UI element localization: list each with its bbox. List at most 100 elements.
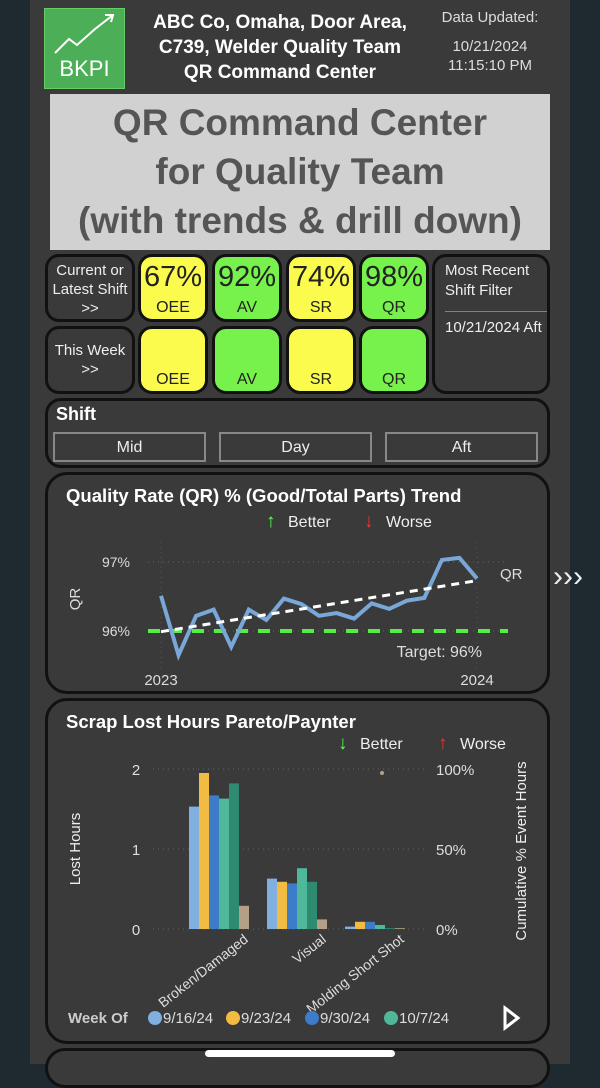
current-shift-label: Current or Latest Shift >> bbox=[45, 254, 135, 322]
bar bbox=[277, 881, 287, 929]
qr-trend-chart: ↑ Better ↓ Worse 97% 96% QR QR Target: 96% 2023 20… bbox=[67, 511, 523, 689]
shift-title: Shift bbox=[56, 404, 96, 424]
y2-axis-label: Cumulative % Event Hours bbox=[513, 761, 530, 940]
bar bbox=[317, 919, 327, 929]
bar bbox=[307, 881, 317, 929]
kpi-tile-oee[interactable]: OEE bbox=[138, 326, 208, 394]
kpi-label: QR bbox=[382, 299, 406, 316]
better-arrow-icon: ↑ bbox=[266, 511, 276, 532]
title-line: QR Command Center bbox=[183, 62, 377, 83]
bar bbox=[267, 878, 277, 929]
logo-text: BKPI bbox=[59, 56, 110, 81]
updated-time: 11:15:10 PM bbox=[448, 57, 532, 74]
legend-swatch bbox=[384, 1011, 398, 1025]
qr-trend-card[interactable]: Quality Rate (QR) % (Good/Total Parts) T… bbox=[45, 472, 550, 694]
overlay-line: (with trends & drill down) bbox=[78, 200, 522, 241]
overlay-banner: QR Command Center for Quality Team (with… bbox=[50, 94, 550, 250]
cumulative-point bbox=[380, 771, 384, 775]
this-week-label: This Week >> bbox=[45, 326, 135, 394]
y-tick-label: 0 bbox=[132, 922, 140, 939]
y-axis-label: QR bbox=[67, 588, 84, 611]
shift-day-button[interactable]: Day bbox=[219, 432, 372, 462]
kpi-tile-qr[interactable]: QR bbox=[359, 326, 429, 394]
category-label: Broken/Damaged bbox=[155, 931, 251, 1011]
qr-series-line bbox=[159, 555, 479, 661]
kpi-tile-av[interactable]: 92% AV bbox=[212, 254, 282, 322]
kpi-tile-av[interactable]: AV bbox=[212, 326, 282, 394]
kpi-tile-sr[interactable]: 74% SR bbox=[286, 254, 356, 322]
bar bbox=[287, 883, 297, 929]
updated-label: Data Updated: bbox=[441, 9, 539, 26]
bar bbox=[395, 928, 405, 929]
overlay-line: QR Command Center bbox=[112, 102, 488, 143]
kpi-value: 92% bbox=[217, 261, 277, 293]
legend-swatch bbox=[148, 1011, 162, 1025]
scrap-chart-title: Scrap Lost Hours Pareto/Paynter bbox=[66, 711, 356, 732]
legend-better: Better bbox=[288, 514, 331, 531]
y2-tick-label: 100% bbox=[436, 762, 474, 779]
trend-line bbox=[160, 579, 478, 634]
y2-tick-label: 50% bbox=[436, 842, 466, 859]
bar bbox=[375, 925, 385, 929]
shift-filter-card[interactable]: Most Recent Shift Filter 10/21/2024 Aft bbox=[432, 254, 550, 394]
legend-item: 10/7/24 bbox=[399, 1010, 449, 1027]
bar bbox=[209, 795, 219, 929]
shift-aft-button[interactable]: Aft bbox=[385, 432, 538, 462]
data-updated: Data Updated: 10/21/2024 11:15:10 PM bbox=[432, 8, 548, 75]
legend-next-arrow-icon[interactable] bbox=[503, 1004, 521, 1032]
bar bbox=[365, 921, 375, 929]
legend-item: 9/23/24 bbox=[241, 1010, 291, 1027]
y-tick-label: 97% bbox=[102, 554, 130, 570]
title-line: ABC Co, Omaha, Door Area, bbox=[153, 12, 407, 33]
kpi-value: 67% bbox=[143, 261, 203, 293]
legend-item: 9/16/24 bbox=[163, 1010, 213, 1027]
home-indicator[interactable] bbox=[205, 1050, 395, 1057]
bar bbox=[385, 928, 395, 929]
kpi-label: OEE bbox=[156, 299, 190, 316]
legend-better: Better bbox=[360, 736, 403, 753]
legend-swatch bbox=[226, 1011, 240, 1025]
series-label: QR bbox=[500, 566, 523, 583]
shift-filter-value[interactable]: 10/21/2024 Aft bbox=[445, 311, 547, 338]
bar bbox=[189, 806, 199, 929]
bkpi-logo: BKPI bbox=[44, 8, 125, 89]
worse-arrow-icon: ↑ bbox=[438, 733, 448, 754]
kpi-tile-oee[interactable]: 67% OEE bbox=[138, 254, 208, 322]
kpi-label: AV bbox=[236, 371, 258, 388]
kpi-label: OEE bbox=[156, 371, 190, 388]
kpi-label: SR bbox=[309, 371, 333, 388]
y-tick-label: 96% bbox=[102, 623, 130, 639]
x-tick-label: 2024 bbox=[460, 672, 493, 689]
kpi-tile-qr[interactable]: 98% QR bbox=[359, 254, 429, 322]
y-tick-label: 2 bbox=[132, 762, 140, 779]
y2-tick-label: 0% bbox=[436, 922, 458, 939]
qr-chart-title: Quality Rate (QR) % (Good/Total Parts) T… bbox=[66, 485, 462, 506]
title-line: C739, Welder Quality Team bbox=[158, 37, 402, 58]
kpi-value: 98% bbox=[364, 261, 424, 293]
bar bbox=[297, 868, 307, 929]
legend-worse: Worse bbox=[386, 514, 432, 531]
bar bbox=[229, 783, 239, 929]
shift-mid-button[interactable]: Mid bbox=[53, 432, 206, 462]
bar bbox=[355, 921, 365, 929]
scrap-pareto-chart: ↓ Better ↑ Worse 0 0% 1 50% 2 100% Lost Hours Cumul… bbox=[67, 733, 530, 1032]
page-title: ABC Co, Omaha, Door Area, C739, Welder Q… bbox=[130, 10, 430, 85]
next-page-chevrons-icon[interactable]: ››› bbox=[553, 560, 583, 593]
overlay-line: for Quality Team bbox=[155, 151, 445, 192]
updated-date: 10/21/2024 bbox=[452, 38, 528, 55]
y-tick-label: 1 bbox=[132, 842, 140, 859]
better-arrow-icon: ↓ bbox=[338, 733, 348, 754]
kpi-label: AV bbox=[236, 299, 258, 316]
scrap-pareto-card[interactable]: Scrap Lost Hours Pareto/Paynter ↓ Better ↑… bbox=[45, 698, 550, 1044]
kpi-label: SR bbox=[309, 299, 333, 316]
kpi-tile-sr[interactable]: SR bbox=[286, 326, 356, 394]
legend-swatch bbox=[305, 1011, 319, 1025]
legend-title: Week Of bbox=[68, 1010, 129, 1027]
bar bbox=[239, 905, 249, 929]
target-label: Target: 96% bbox=[397, 644, 482, 661]
legend-item: 9/30/24 bbox=[320, 1010, 370, 1027]
legend-worse: Worse bbox=[460, 736, 506, 753]
category-label: Visual bbox=[289, 931, 329, 967]
bar bbox=[345, 926, 355, 929]
bar bbox=[199, 773, 209, 929]
